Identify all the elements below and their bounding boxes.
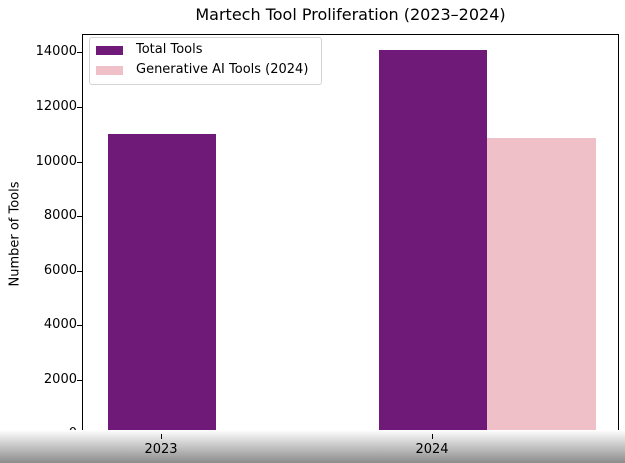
x-tick xyxy=(432,434,433,439)
y-tick-label: 6000 xyxy=(43,263,77,278)
y-tick xyxy=(77,107,82,108)
legend-swatch-pink xyxy=(96,65,123,75)
legend-item-generative-ai-tools: Generative AI Tools (2024) xyxy=(96,63,308,77)
x-tick xyxy=(161,434,162,439)
legend-label: Generative AI Tools (2024) xyxy=(136,62,309,77)
bar-2024-generative-ai-tools xyxy=(487,138,596,433)
y-tick-label: 12000 xyxy=(35,99,77,114)
y-tick xyxy=(77,162,82,163)
y-axis-label: Number of Tools xyxy=(7,181,23,287)
legend-item-total-tools: Total Tools xyxy=(96,43,203,57)
legend-label: Total Tools xyxy=(136,42,203,57)
y-tick-label: 4000 xyxy=(43,317,77,332)
y-tick xyxy=(77,380,82,381)
bar-2023-total-tools xyxy=(108,134,216,433)
y-tick xyxy=(77,52,82,53)
y-tick-label: 2000 xyxy=(43,372,77,387)
y-tick xyxy=(77,325,82,326)
bottom-shade xyxy=(0,430,625,463)
y-tick-label: 10000 xyxy=(35,154,77,169)
plot-area xyxy=(82,34,619,434)
y-tick xyxy=(77,271,82,272)
x-tick-label: 2023 xyxy=(144,442,178,457)
chart-title: Martech Tool Proliferation (2023–2024) xyxy=(195,5,506,24)
x-tick-label: 2024 xyxy=(415,442,449,457)
legend: Total Tools Generative AI Tools (2024) xyxy=(89,37,322,85)
y-tick xyxy=(77,216,82,217)
y-tick-label: 8000 xyxy=(43,208,77,223)
bar-2024-total-tools xyxy=(379,50,487,433)
y-tick-label: 14000 xyxy=(35,44,77,59)
legend-swatch-purple xyxy=(96,45,123,55)
